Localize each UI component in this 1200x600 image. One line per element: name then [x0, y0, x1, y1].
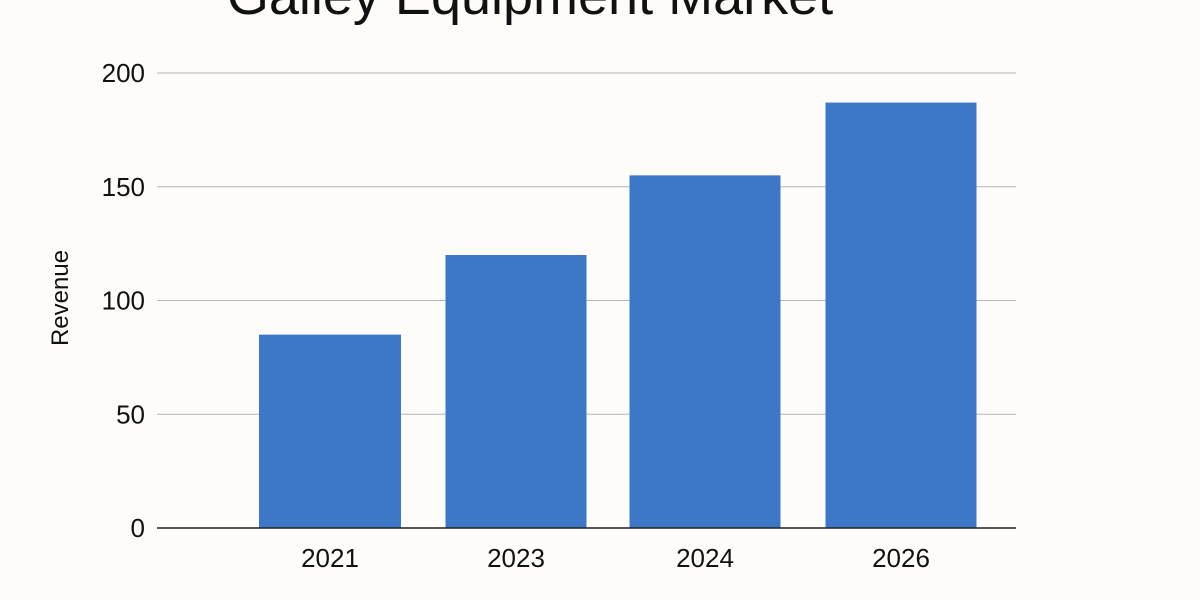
y-tick-label: 150: [102, 172, 145, 202]
y-tick-labels: 0 50 100 150 200: [102, 58, 145, 543]
bar-2026: [825, 102, 977, 528]
bar-2023: [445, 255, 587, 528]
y-tick-label: 100: [102, 286, 145, 316]
x-tick-label-2021: 2021: [301, 543, 359, 573]
x-tick-label-2026: 2026: [872, 543, 930, 573]
bar-2024: [629, 175, 781, 528]
bar-2021: [259, 334, 401, 528]
y-axis-title: Revenue: [47, 250, 74, 346]
y-tick-label: 200: [102, 58, 145, 88]
bar-layer: [259, 102, 977, 528]
y-tick-label: 0: [131, 513, 145, 543]
y-tick-label: 50: [116, 399, 145, 429]
x-tick-label-2024: 2024: [676, 543, 734, 573]
x-tick-label-2023: 2023: [487, 543, 545, 573]
chart-title: Galley Equipment Market: [227, 0, 833, 26]
x-tick-labels: 2021 2023 2024 2026: [301, 543, 930, 573]
